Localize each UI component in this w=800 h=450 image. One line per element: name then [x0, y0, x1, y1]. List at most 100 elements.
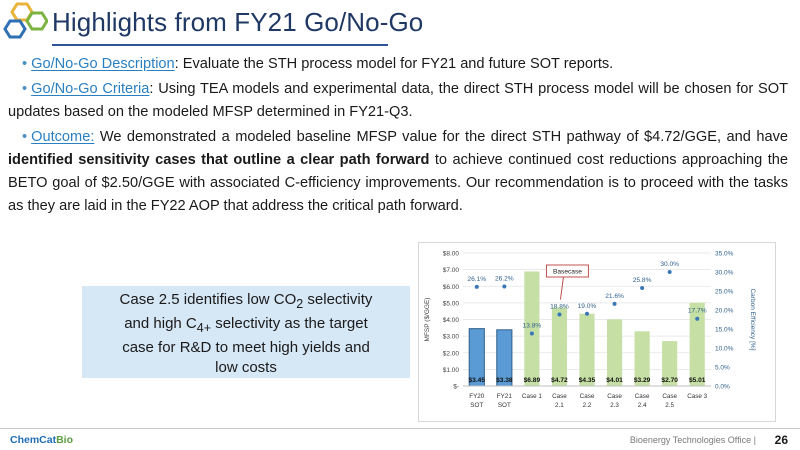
x-tick-label: FY20 — [469, 393, 485, 400]
y2-axis-label: Carbon Efficiency [%] — [749, 288, 756, 350]
x-tick-label: 2.4 — [638, 402, 647, 409]
carbon-efficiency-point — [474, 284, 479, 289]
bar-value-label: $5.01 — [689, 377, 706, 384]
x-tick-label: Case — [635, 393, 650, 400]
carbon-efficiency-point — [695, 316, 700, 321]
x-tick-label: SOT — [498, 402, 511, 409]
carbon-efficiency-label: 26.1% — [467, 276, 486, 283]
callout-line-2: and high C4+ selectivity as the target — [124, 315, 368, 335]
slide-title: Highlights from FY21 Go/No-Go — [52, 7, 424, 37]
carbon-efficiency-label: 17.7% — [688, 308, 707, 315]
y2-tick-label: 35.0% — [715, 251, 734, 258]
callout-line-1: Case 2.5 identifies low CO2 selectivity — [119, 291, 373, 311]
carbon-efficiency-point — [502, 284, 507, 289]
x-tick-label: Case 1 — [522, 393, 542, 400]
y-axis-label: MFSP ($/GGE) — [424, 298, 431, 342]
bar-mfsp — [524, 271, 540, 386]
bar-value-label: $2.70 — [661, 377, 678, 384]
case-callout: Case 2.5 identifies low CO2 selectivity … — [82, 286, 410, 378]
x-tick-label: 2.2 — [583, 402, 592, 409]
bar-mfsp — [579, 313, 595, 386]
logo-hexagon-blue — [3, 19, 27, 39]
callout-line-4: low costs — [215, 359, 277, 376]
carbon-efficiency-label: 18.8% — [550, 304, 569, 311]
bullet-outcome: • Outcome: We demonstrated a modeled base… — [8, 126, 788, 218]
callout-line-3: case for R&D to meet high yields and — [122, 339, 370, 356]
bar-mfsp — [662, 341, 678, 386]
x-tick-label: 2.3 — [610, 402, 619, 409]
y2-tick-label: 0.0% — [715, 384, 730, 391]
bullet-dot: • — [22, 129, 28, 145]
y2-tick-label: 20.0% — [715, 308, 734, 315]
outcome-label: Outcome: — [31, 129, 95, 145]
bar-value-label: $3.38 — [496, 377, 513, 384]
y-tick-label: $1.00 — [443, 367, 460, 374]
carbon-efficiency-point — [667, 270, 672, 274]
x-tick-label: 2.5 — [665, 402, 674, 409]
x-tick-label: Case 3 — [687, 393, 707, 400]
carbon-efficiency-label: 21.6% — [605, 293, 624, 300]
logo-hexagon-green — [25, 11, 48, 31]
go-no-go-criteria-text: : Using TEA models and experimental data… — [8, 81, 788, 120]
carbon-efficiency-point — [557, 312, 562, 317]
carbon-efficiency-label: 30.0% — [660, 261, 679, 268]
y2-tick-label: 25.0% — [715, 289, 734, 296]
y-tick-label: $3.00 — [443, 334, 460, 341]
bullet-criteria: • Go/No-Go Criteria: Using TEA models and… — [8, 78, 788, 124]
callout-subscript-c4: 4+ — [196, 321, 212, 335]
mfsp-chart-svg: $- $1.00 $2.00 $3.00 $4.00 $5.00 $6.00 $7.00 $8.… — [424, 251, 756, 410]
bar-value-label: $4.35 — [579, 377, 596, 384]
bullet-description: • Go/No-Go Description: Evaluate the STH … — [8, 53, 788, 76]
basecase-annotation-box — [545, 264, 589, 278]
y2-tick-label: 5.0% — [715, 365, 730, 372]
bar-mfsp — [606, 319, 623, 386]
carbon-efficiency-point — [529, 331, 534, 336]
bar-value-label: $3.29 — [634, 377, 651, 384]
title-underline — [52, 44, 388, 46]
outcome-text-after: to achieve continued cost reductions app… — [8, 152, 788, 214]
x-tick-label: Case — [552, 393, 567, 400]
y-tick-label: $- — [453, 384, 459, 391]
carbon-efficiency-point — [640, 285, 645, 290]
y2-tick-label: 10.0% — [715, 346, 734, 353]
go-no-go-description-label: Go/No-Go Description — [31, 56, 175, 72]
y2-tick-label: 30.0% — [715, 270, 734, 277]
carbon-efficiency-point — [585, 311, 589, 316]
bullet-dot: • — [22, 81, 28, 97]
outcome-text-before: We demonstrated a modeled baseline MFSP … — [94, 129, 788, 145]
outcome-text-bold: identified sensitivity cases that outlin… — [8, 152, 430, 168]
bar-mfsp — [689, 302, 705, 386]
y2-tick-label: 15.0% — [715, 327, 734, 334]
program-logo — [3, 2, 48, 39]
x-tick-label: Case — [662, 393, 677, 400]
carbon-efficiency-point — [612, 301, 617, 306]
carbon-efficiency-label: 26.2% — [495, 275, 514, 282]
carbon-efficiency-label: 25.8% — [633, 277, 652, 284]
go-no-go-description-text: : Evaluate the STH process model for FY2… — [174, 56, 614, 72]
page-number: 26 — [774, 433, 788, 447]
y-tick-label: $2.00 — [443, 350, 460, 357]
bar-value-label: $4.01 — [606, 377, 623, 384]
footer: ChemCatBio Bioenergy Technologies Office… — [0, 428, 800, 450]
carbon-efficiency-label: 13.8% — [523, 323, 542, 330]
bar-value-label: $3.45 — [469, 377, 486, 384]
x-tick-label: Case — [607, 393, 622, 400]
y-tick-label: $5.00 — [443, 300, 460, 307]
go-no-go-criteria-label: Go/No-Go Criteria — [31, 81, 150, 97]
bar-mfsp — [634, 331, 650, 386]
x-tick-label: FY21 — [497, 393, 513, 400]
x-tick-label: 2.1 — [555, 402, 564, 409]
y-tick-label: $4.00 — [443, 317, 460, 324]
basecase-annotation-arrow — [559, 276, 564, 300]
carbon-efficiency-label: 19.0% — [578, 303, 597, 310]
footer-logo: ChemCatBio — [10, 434, 74, 446]
bullet-list: • Go/No-Go Description: Evaluate the STH … — [8, 53, 788, 220]
footer-office-name: Bioenergy Technologies Office | — [629, 435, 756, 445]
bullet-dot: • — [22, 56, 28, 72]
bar-value-label: $6.89 — [524, 377, 541, 384]
x-tick-label: SOT — [470, 402, 483, 409]
bar-mfsp — [551, 307, 568, 386]
y-tick-label: $7.00 — [443, 267, 460, 274]
basecase-annotation-label: Basecase — [553, 269, 582, 276]
x-tick-label: Case — [580, 393, 595, 400]
